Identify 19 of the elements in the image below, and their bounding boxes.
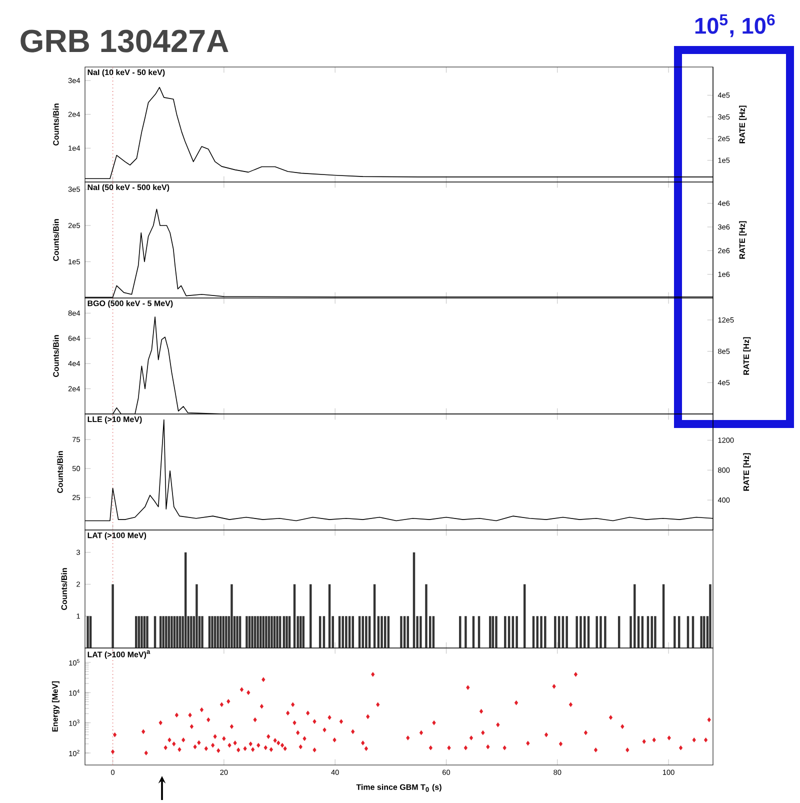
y2-axis-title: RATE [Hz]: [743, 337, 751, 375]
y-axis-title: Energy [MeV]: [52, 681, 60, 732]
y-axis-title: Counts/Bin: [57, 451, 63, 493]
chart-title: BGO (500 keV - 5 MeV): [88, 300, 173, 308]
chart-title: LAT (>100 MeV)$^{a}$: [88, 650, 150, 659]
y2-axis-title: RATE [Hz]: [743, 453, 751, 491]
chart-title: NaI (50 keV - 500 keV): [88, 184, 170, 192]
y-axis-title: Counts/Bin: [52, 104, 59, 146]
text: 10$^{5}$, 10$^{6}$: [695, 14, 775, 38]
chart-title: GRB 130427A: [20, 30, 228, 52]
chart-subtitle: NaI (10 keV - 50 keV): [88, 69, 165, 77]
y-axis-title: Counts/Bin: [61, 568, 68, 610]
x-axis-title: Time since GBM T$_{0}$ (s): [356, 784, 442, 792]
y2-axis-title: RATE [Hz]: [739, 221, 747, 259]
chart-title: LAT (>100 MeV): [88, 532, 146, 540]
chart-title: LLE (>10 MeV): [88, 416, 142, 424]
y-axis-title: Counts/Bin: [52, 219, 59, 261]
y2-axis-title: RATE [Hz]: [739, 106, 747, 144]
y-axis-title: Counts/Bin: [52, 335, 59, 377]
